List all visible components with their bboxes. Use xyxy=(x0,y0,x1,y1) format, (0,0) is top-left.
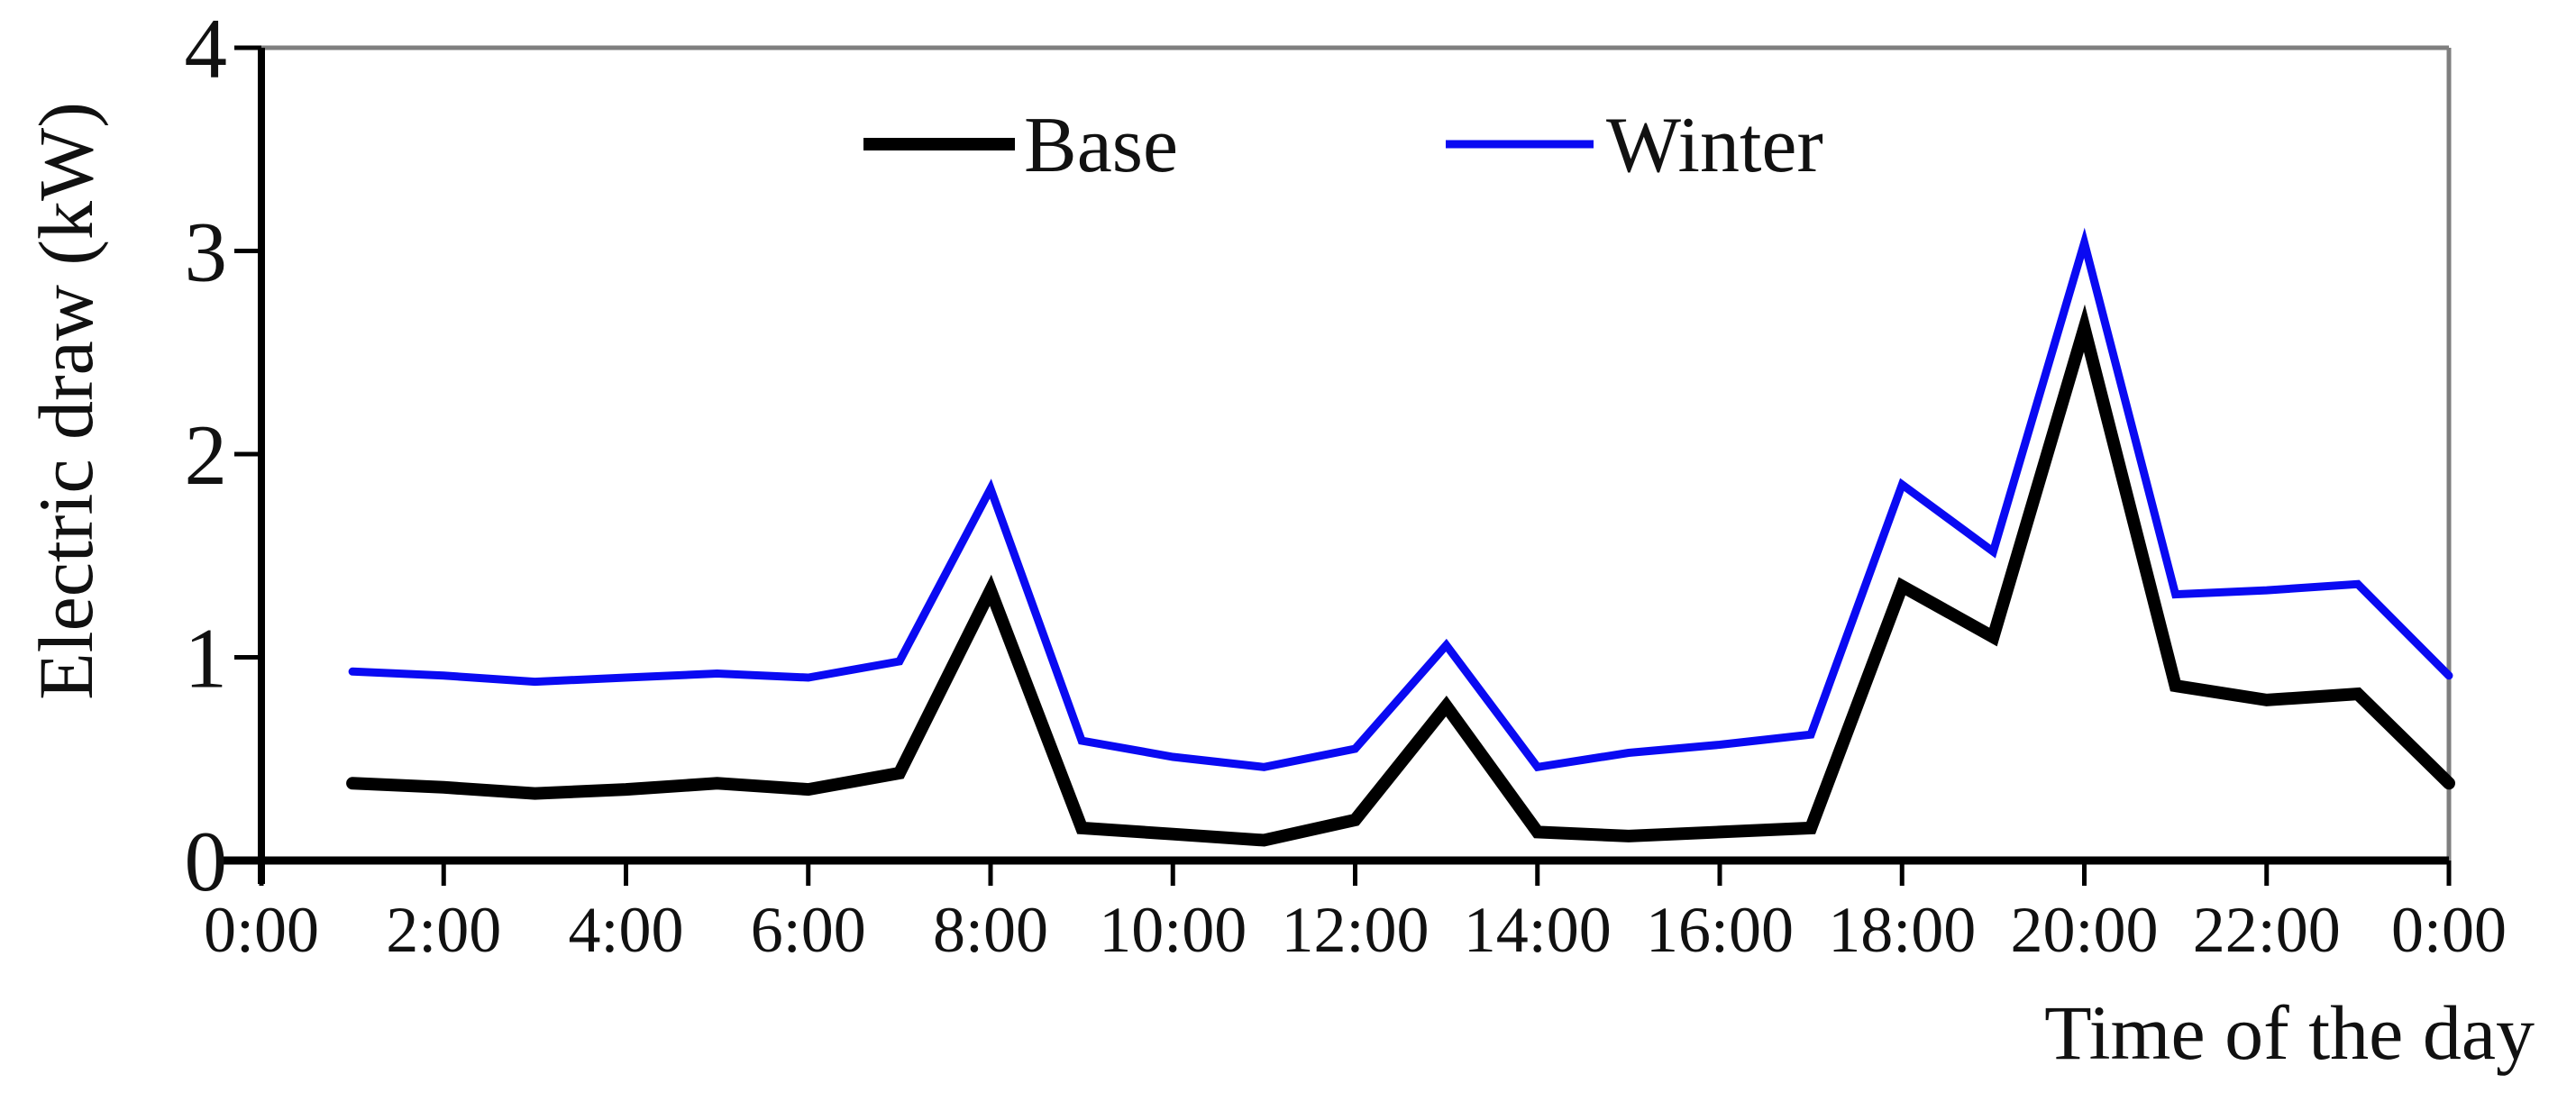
x-tick-label: 20:00 xyxy=(2010,894,2158,966)
x-tick-label: 8:00 xyxy=(933,894,1048,966)
legend-label-base: Base xyxy=(1024,102,1178,189)
plot-border xyxy=(261,45,2452,861)
y-tick-label: 1 xyxy=(185,611,228,706)
axes xyxy=(221,48,2449,884)
x-tick-label: 12:00 xyxy=(1281,894,1429,966)
x-tick-label: 0:00 xyxy=(204,894,319,966)
y-tick-label: 0 xyxy=(185,814,228,909)
x-tick-label: 6:00 xyxy=(751,894,866,966)
legend: Base Winter xyxy=(863,102,1823,189)
x-tick-label: 4:00 xyxy=(568,894,683,966)
x-tick-label: 16:00 xyxy=(1646,894,1794,966)
series-group xyxy=(346,227,2455,847)
x-tick-label: 2:00 xyxy=(386,894,501,966)
y-tick-label: 2 xyxy=(185,407,228,503)
y-axis-ticks: 0 1 2 3 4 xyxy=(185,1,261,909)
series-line-base xyxy=(346,304,2455,847)
y-tick-label: 4 xyxy=(185,1,228,96)
x-axis-title: Time of the day xyxy=(2044,989,2535,1076)
y-tick-label: 3 xyxy=(185,205,228,300)
legend-label-winter: Winter xyxy=(1606,102,1823,189)
x-tick-label: 14:00 xyxy=(1464,894,1612,966)
series-line-winter xyxy=(348,227,2453,772)
x-axis-ticks: 0:00 2:00 4:00 6:00 8:00 10:00 12:00 14:00 16:00… xyxy=(204,861,2507,966)
x-tick-label: 10:00 xyxy=(1099,894,1247,966)
x-tick-label: 18:00 xyxy=(1828,894,1976,966)
x-tick-label: 0:00 xyxy=(2391,894,2507,966)
x-tick-label: 22:00 xyxy=(2193,894,2341,966)
y-axis-title: Electric draw (kW) xyxy=(23,102,109,700)
